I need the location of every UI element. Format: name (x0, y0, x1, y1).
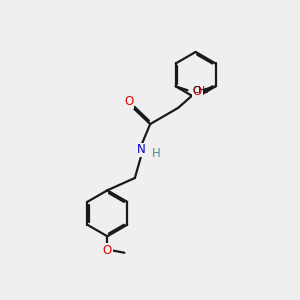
Text: O: O (193, 85, 202, 98)
Text: CH₃: CH₃ (192, 86, 209, 95)
Text: O: O (103, 244, 112, 257)
Text: H: H (152, 147, 161, 160)
Text: O: O (124, 95, 133, 108)
Text: N: N (137, 143, 146, 157)
